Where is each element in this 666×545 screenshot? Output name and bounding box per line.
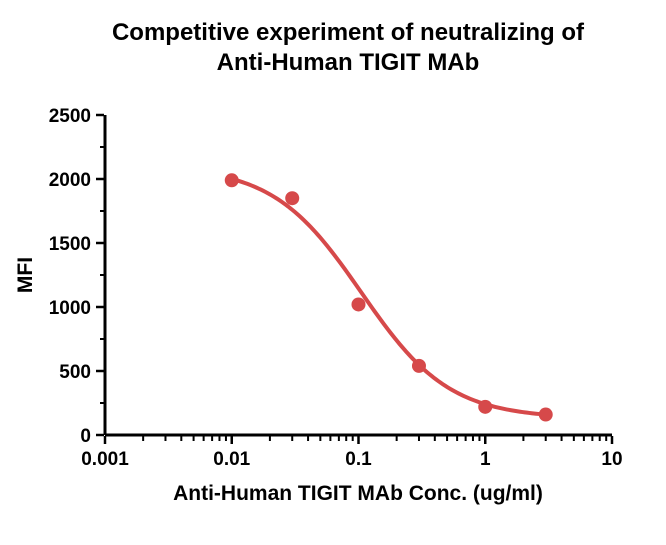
chart-title-line2: Anti-Human TIGIT MAb: [217, 49, 480, 76]
data-point: [351, 297, 366, 312]
y-tick-label: 1500: [49, 234, 91, 255]
chart-title-line1: Competitive experiment of neutralizing o…: [112, 19, 585, 46]
data-point: [224, 173, 239, 188]
plot-area: 0 500 1000 1500 2000 2500 0.001 0.01 0.1 1 10: [49, 106, 623, 470]
y-tick-label: 2500: [49, 106, 91, 127]
data-point: [538, 407, 553, 422]
fit-curve: [226, 176, 550, 417]
x-tick-label: 0.01: [213, 449, 250, 470]
x-tick-label: 0.1: [345, 449, 372, 470]
x-axis-title: Anti-Human TIGIT MAb Conc. (ug/ml): [173, 482, 543, 505]
data-point: [285, 191, 300, 206]
data-point: [478, 399, 493, 414]
x-tick-label: 10: [601, 449, 622, 470]
x-tick-label: 1: [480, 449, 491, 470]
data-point: [411, 358, 426, 373]
y-axis-title: MFI: [14, 257, 37, 293]
y-tick-label: 1000: [49, 298, 91, 319]
y-tick-label: 500: [59, 362, 91, 383]
x-tick-label: 0.001: [81, 449, 129, 470]
y-tick-label: 2000: [49, 170, 91, 191]
y-tick-label: 0: [80, 426, 91, 447]
